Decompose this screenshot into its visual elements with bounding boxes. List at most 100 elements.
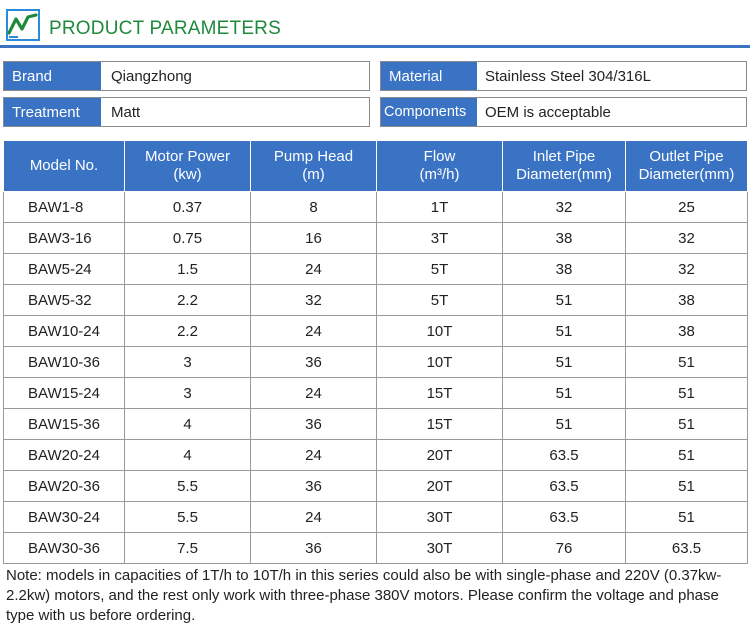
cell-inlet-pipe: 63.5 [502,501,626,533]
cell-pump-head: 36 [250,346,377,378]
brand-logo-icon [6,9,40,41]
cell-model: BAW10-36 [3,346,125,378]
cell-outlet-pipe: 38 [625,315,748,347]
cell-pump-head: 8 [250,191,377,223]
table-row: BAW20-24 4 24 20T 63.5 51 [3,439,748,471]
cell-inlet-pipe: 51 [502,284,626,316]
cell-model: BAW5-24 [3,253,125,285]
cell-motor-power: 7.5 [124,532,251,564]
ordering-note: Note: models in capacities of 1T/h to 10… [6,567,722,624]
table-row: BAW1-8 0.37 8 1T 32 25 [3,191,748,223]
page-header: PRODUCT PARAMETERS [0,0,750,50]
title-divider [0,45,750,48]
cell-inlet-pipe: 63.5 [502,470,626,502]
table-row: BAW30-36 7.5 36 30T 76 63.5 [3,532,748,564]
table-row: BAW10-36 3 36 10T 51 51 [3,346,748,378]
table-row: BAW30-24 5.5 24 30T 63.5 51 [3,501,748,533]
cell-inlet-pipe: 51 [502,377,626,409]
cell-outlet-pipe: 51 [625,408,748,440]
brand-label: Brand [4,62,101,90]
cell-flow: 15T [376,408,503,440]
table-row: BAW15-36 4 36 15T 51 51 [3,408,748,440]
cell-motor-power: 4 [124,439,251,471]
cell-flow: 30T [376,532,503,564]
cell-outlet-pipe: 51 [625,377,748,409]
cell-pump-head: 36 [250,470,377,502]
cell-outlet-pipe: 32 [625,222,748,254]
cell-flow: 5T [376,253,503,285]
treatment-value: Matt [101,98,369,126]
cell-model: BAW30-36 [3,532,125,564]
cell-flow: 15T [376,377,503,409]
cell-motor-power: 5.5 [124,501,251,533]
cell-pump-head: 24 [250,377,377,409]
table-row: BAW15-24 3 24 15T 51 51 [3,377,748,409]
treatment-field: Treatment Matt [3,97,370,127]
parameters-table: Model No. Motor Power (kw) Pump Head (m) F… [3,140,748,564]
page-title: PRODUCT PARAMETERS [49,18,281,39]
header-inlet-pipe: Inlet Pipe Diameter(mm) [502,140,626,192]
cell-pump-head: 36 [250,532,377,564]
cell-model: BAW10-24 [3,315,125,347]
cell-motor-power: 2.2 [124,284,251,316]
cell-inlet-pipe: 63.5 [502,439,626,471]
table-row: BAW10-24 2.2 24 10T 51 38 [3,315,748,347]
cell-flow: 10T [376,315,503,347]
cell-model: BAW1-8 [3,191,125,223]
brand-field: Brand Qiangzhong [3,61,370,91]
cell-pump-head: 36 [250,408,377,440]
components-value: OEM is acceptable [477,98,746,126]
cell-motor-power: 3 [124,377,251,409]
cell-flow: 30T [376,501,503,533]
material-label: Material [381,62,477,90]
cell-inlet-pipe: 51 [502,315,626,347]
cell-inlet-pipe: 76 [502,532,626,564]
table-header-row: Model No. Motor Power (kw) Pump Head (m) F… [3,140,748,192]
components-label: Components [381,98,477,126]
header-motor-power: Motor Power (kw) [124,140,251,192]
cell-model: BAW20-36 [3,470,125,502]
cell-motor-power: 3 [124,346,251,378]
cell-model: BAW30-24 [3,501,125,533]
cell-inlet-pipe: 38 [502,253,626,285]
material-field: Material Stainless Steel 304/316L [380,61,747,91]
cell-motor-power: 2.2 [124,315,251,347]
cell-motor-power: 5.5 [124,470,251,502]
cell-inlet-pipe: 38 [502,222,626,254]
cell-inlet-pipe: 51 [502,408,626,440]
header-model: Model No. [3,140,125,192]
cell-pump-head: 24 [250,315,377,347]
cell-motor-power: 0.75 [124,222,251,254]
cell-outlet-pipe: 51 [625,346,748,378]
cell-pump-head: 16 [250,222,377,254]
header-pump-head: Pump Head (m) [250,140,377,192]
cell-flow: 1T [376,191,503,223]
cell-model: BAW15-24 [3,377,125,409]
cell-flow: 20T [376,439,503,471]
cell-pump-head: 24 [250,501,377,533]
components-field: Components OEM is acceptable [380,97,747,127]
table-row: BAW5-24 1.5 24 5T 38 32 [3,253,748,285]
cell-inlet-pipe: 51 [502,346,626,378]
cell-motor-power: 0.37 [124,191,251,223]
cell-outlet-pipe: 51 [625,470,748,502]
cell-outlet-pipe: 32 [625,253,748,285]
cell-pump-head: 32 [250,284,377,316]
cell-pump-head: 24 [250,439,377,471]
cell-outlet-pipe: 25 [625,191,748,223]
cell-outlet-pipe: 38 [625,284,748,316]
header-flow: Flow (m³/h) [376,140,503,192]
cell-flow: 3T [376,222,503,254]
table-row: BAW20-36 5.5 36 20T 63.5 51 [3,470,748,502]
cell-motor-power: 4 [124,408,251,440]
cell-flow: 20T [376,470,503,502]
table-row: BAW3-16 0.75 16 3T 38 32 [3,222,748,254]
cell-flow: 10T [376,346,503,378]
cell-model: BAW5-32 [3,284,125,316]
cell-inlet-pipe: 32 [502,191,626,223]
cell-outlet-pipe: 51 [625,501,748,533]
brand-value: Qiangzhong [101,62,369,90]
cell-outlet-pipe: 51 [625,439,748,471]
cell-flow: 5T [376,284,503,316]
table-row: BAW5-32 2.2 32 5T 51 38 [3,284,748,316]
